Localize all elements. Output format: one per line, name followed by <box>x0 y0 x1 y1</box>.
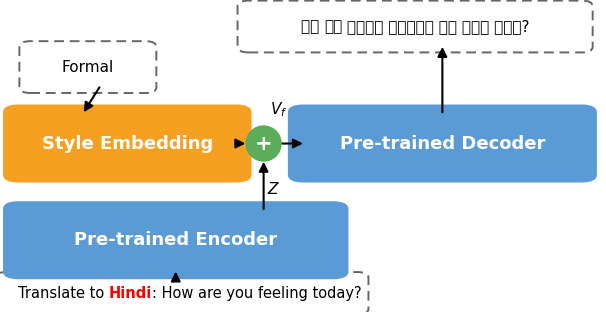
FancyBboxPatch shape <box>0 272 368 312</box>
Text: : How are you feeling today?: : How are you feeling today? <box>152 286 362 301</box>
FancyBboxPatch shape <box>19 41 156 93</box>
Ellipse shape <box>245 125 282 162</box>
Text: आप: आप <box>324 19 342 34</box>
Text: $Z$: $Z$ <box>267 181 281 197</box>
FancyBboxPatch shape <box>3 105 251 183</box>
FancyBboxPatch shape <box>238 1 593 52</box>
Text: कैसा महसूस कर रहे हैं?: कैसा महसूस कर रहे हैं? <box>342 19 530 34</box>
FancyBboxPatch shape <box>288 105 597 183</box>
FancyBboxPatch shape <box>3 201 348 279</box>
Text: Formal: Formal <box>62 60 114 75</box>
Text: Translate to: Translate to <box>18 286 109 301</box>
Text: $V_f$: $V_f$ <box>270 100 287 119</box>
Text: आज: आज <box>301 19 324 34</box>
Text: +: + <box>255 134 273 154</box>
Text: Pre-trained Decoder: Pre-trained Decoder <box>340 134 545 153</box>
Text: Pre-trained Encoder: Pre-trained Encoder <box>74 231 278 249</box>
Text: Style Embedding: Style Embedding <box>42 134 213 153</box>
Text: Hindi: Hindi <box>109 286 152 301</box>
